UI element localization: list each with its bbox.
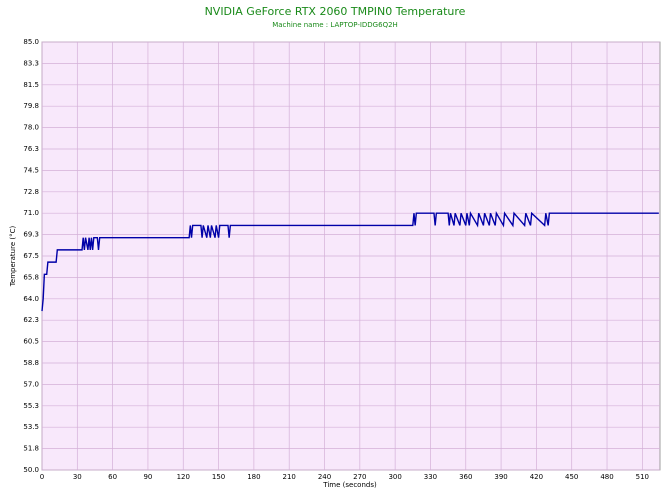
y-tick-label: 64.0 <box>23 295 39 303</box>
x-tick-label: 150 <box>212 473 225 481</box>
data-line <box>41 210 659 312</box>
x-tick-label: 180 <box>247 473 260 481</box>
y-tick-label: 51.8 <box>23 445 39 453</box>
y-tick-label: 67.5 <box>23 252 39 260</box>
y-tick-label: 81.5 <box>23 81 39 89</box>
x-tick-label: 0 <box>40 473 44 481</box>
y-tick-label: 50.0 <box>23 466 39 474</box>
y-tick-label: 62.3 <box>23 316 39 324</box>
y-tick-label: 85.0 <box>23 38 39 46</box>
x-tick-label: 120 <box>177 473 190 481</box>
x-tick-label: 420 <box>530 473 543 481</box>
y-tick-label: 74.5 <box>23 166 39 174</box>
x-tick-label: 90 <box>143 473 152 481</box>
y-tick-label: 72.8 <box>23 188 39 196</box>
y-axis-label: Temperature (°C) <box>9 226 17 288</box>
chart-title: NVIDIA GeForce RTX 2060 TMPIN0 Temperatu… <box>205 5 466 18</box>
x-tick-label: 210 <box>283 473 296 481</box>
y-tick-label: 76.3 <box>23 145 39 153</box>
x-tick-label: 240 <box>318 473 331 481</box>
y-tick-label: 83.3 <box>23 59 39 67</box>
x-tick-label: 480 <box>600 473 613 481</box>
x-tick-label: 30 <box>73 473 82 481</box>
chart-subtitle: Machine name : LAPTOP-IDDG6Q2H <box>272 21 398 29</box>
y-tick-label: 78.0 <box>23 124 39 132</box>
y-tick-label: 53.5 <box>23 423 39 431</box>
y-tick-label: 57.0 <box>23 380 39 388</box>
x-axis-label: Time (seconds) <box>322 481 377 489</box>
x-tick-label: 300 <box>388 473 401 481</box>
x-tick-label: 330 <box>424 473 437 481</box>
y-tick-label: 69.3 <box>23 231 39 239</box>
x-tick-label: 360 <box>459 473 472 481</box>
x-tick-label: 510 <box>636 473 649 481</box>
y-tick-label: 58.8 <box>23 359 39 367</box>
x-tick-label: 60 <box>108 473 117 481</box>
y-tick-label: 65.8 <box>23 273 39 281</box>
x-tick-label: 270 <box>353 473 366 481</box>
y-tick-label: 55.3 <box>23 402 39 410</box>
x-tick-label: 390 <box>494 473 507 481</box>
x-tick-label: 450 <box>565 473 578 481</box>
y-tick-label: 60.5 <box>23 338 39 346</box>
y-tick-label: 79.8 <box>23 102 39 110</box>
y-tick-label: 71.0 <box>23 209 39 217</box>
